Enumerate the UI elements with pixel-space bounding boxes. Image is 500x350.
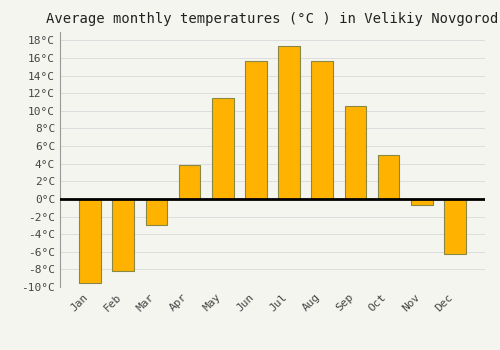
Bar <box>444 199 466 253</box>
Bar <box>80 199 101 282</box>
Bar <box>278 47 300 199</box>
Bar <box>245 61 266 199</box>
Bar <box>179 166 201 199</box>
Bar <box>212 98 234 199</box>
Title: Average monthly temperatures (°C ) in Velikiy Novgorod: Average monthly temperatures (°C ) in Ve… <box>46 12 498 26</box>
Bar <box>312 62 333 199</box>
Bar <box>378 155 400 199</box>
Bar <box>146 199 167 225</box>
Bar <box>112 199 134 271</box>
Bar <box>344 105 366 199</box>
Bar <box>411 199 432 205</box>
